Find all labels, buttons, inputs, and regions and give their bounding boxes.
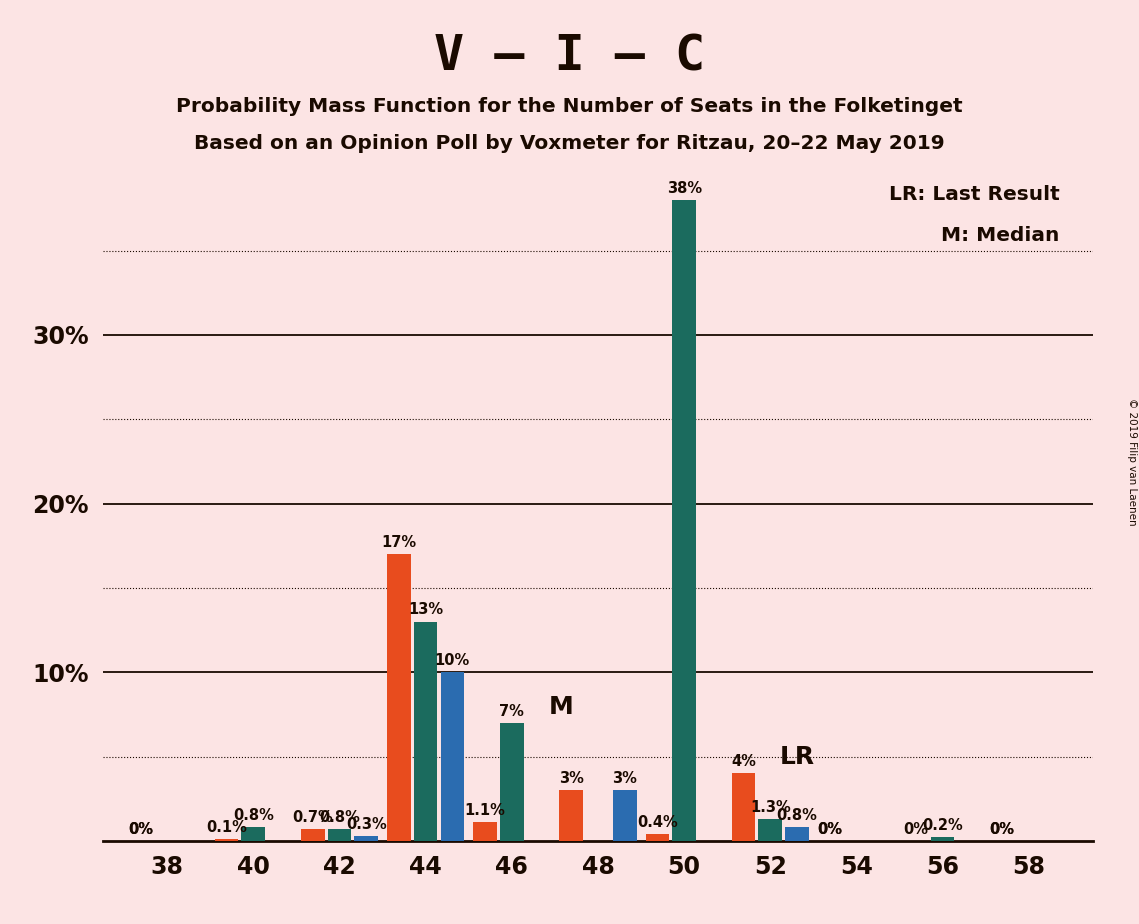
Text: 38%: 38% <box>666 181 702 196</box>
Text: 13%: 13% <box>408 602 443 617</box>
Bar <box>500 723 524 841</box>
Bar <box>759 819 782 841</box>
Text: Probability Mass Function for the Number of Seats in the Folketinget: Probability Mass Function for the Number… <box>177 97 962 116</box>
Text: 0%: 0% <box>990 821 1015 836</box>
Text: V – I – C: V – I – C <box>434 32 705 80</box>
Text: © 2019 Filip van Laenen: © 2019 Filip van Laenen <box>1126 398 1137 526</box>
Text: 0.1%: 0.1% <box>206 820 247 835</box>
Text: 0%: 0% <box>818 821 842 836</box>
Bar <box>441 673 465 841</box>
Bar <box>354 836 378 841</box>
Text: 7%: 7% <box>499 703 524 719</box>
Text: M: M <box>549 695 573 719</box>
Text: 0.7%: 0.7% <box>293 809 333 825</box>
Text: 0%: 0% <box>128 821 153 836</box>
Text: 0%: 0% <box>990 821 1015 836</box>
Text: 0.3%: 0.3% <box>346 817 386 832</box>
Text: 0.4%: 0.4% <box>637 815 678 830</box>
Text: LR: Last Result: LR: Last Result <box>888 185 1059 204</box>
Text: LR: LR <box>780 745 816 769</box>
Text: 1.3%: 1.3% <box>749 799 790 815</box>
Text: 0.8%: 0.8% <box>777 808 818 823</box>
Bar <box>931 837 954 841</box>
Bar <box>215 839 238 841</box>
Text: 1.1%: 1.1% <box>465 803 506 818</box>
Text: 0%: 0% <box>903 821 928 836</box>
Text: 3%: 3% <box>613 771 637 786</box>
Bar <box>646 834 670 841</box>
Text: 0.8%: 0.8% <box>232 808 273 823</box>
Bar <box>559 790 583 841</box>
Bar <box>413 622 437 841</box>
Bar <box>328 829 351 841</box>
Text: 17%: 17% <box>382 535 417 550</box>
Text: Based on an Opinion Poll by Voxmeter for Ritzau, 20–22 May 2019: Based on an Opinion Poll by Voxmeter for… <box>194 134 945 153</box>
Text: M: Median: M: Median <box>941 226 1059 246</box>
Bar <box>387 554 411 841</box>
Bar <box>672 201 696 841</box>
Text: 0.2%: 0.2% <box>923 819 962 833</box>
Bar <box>241 827 265 841</box>
Bar <box>301 829 325 841</box>
Text: 3%: 3% <box>559 771 583 786</box>
Bar <box>731 773 755 841</box>
Text: 0%: 0% <box>818 821 842 836</box>
Text: 0.8%: 0.8% <box>319 809 360 825</box>
Text: 4%: 4% <box>731 754 756 769</box>
Bar <box>473 822 497 841</box>
Bar <box>613 790 637 841</box>
Bar <box>785 827 809 841</box>
Text: 10%: 10% <box>435 653 470 668</box>
Text: 0%: 0% <box>128 821 153 836</box>
